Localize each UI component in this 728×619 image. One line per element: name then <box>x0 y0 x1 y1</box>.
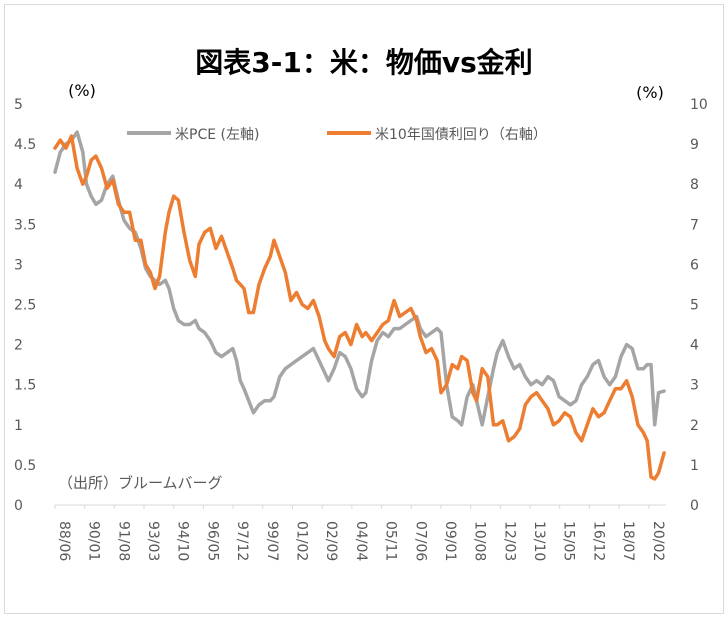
y-right-tick-label: 0 <box>690 498 699 514</box>
y-left-tick-label: 5 <box>14 97 23 113</box>
y-right-tick-label: 9 <box>690 137 699 153</box>
x-tick-label: 94/10 <box>175 521 191 561</box>
y-left-tick-label: 4.5 <box>14 137 36 153</box>
y-right-tick-label: 3 <box>690 378 699 394</box>
y-left-tick-label: 4 <box>14 177 23 193</box>
chart-frame <box>4 4 724 614</box>
y-right-tick-label: 8 <box>690 177 699 193</box>
y-right-tick-label: 5 <box>690 298 699 314</box>
x-tick-label: 93/03 <box>145 521 161 561</box>
x-tick-label: 07/06 <box>412 521 428 561</box>
y-right-tick-label: 10 <box>690 97 708 113</box>
x-tick-label: 97/12 <box>234 521 250 561</box>
x-tick-label: 02/09 <box>323 521 339 561</box>
source-note: （出所）ブルームバーグ <box>58 474 223 492</box>
legend: 米PCE (左軸) 米10年国債利回り（右軸） <box>127 127 547 143</box>
chart-title: 図表3-1：米：物価vs金利 <box>195 46 533 79</box>
x-tick-label: 12/03 <box>501 521 517 561</box>
x-tick-label: 90/01 <box>86 521 102 561</box>
x-tick-label: 01/02 <box>293 521 309 561</box>
y-left-tick-label: 0 <box>14 498 23 514</box>
y-left-tick-label: 3 <box>14 257 23 273</box>
y-right-tick-label: 1 <box>690 458 699 474</box>
y-left-tick-label: 0.5 <box>14 458 36 474</box>
y-left-tick-label: 1 <box>14 418 23 434</box>
x-tick-label: 05/11 <box>383 521 399 561</box>
y-right-tick-label: 4 <box>690 338 699 354</box>
x-tick-label: 09/01 <box>442 521 458 561</box>
x-tick-label: 13/10 <box>531 521 547 561</box>
legend-label-yield: 米10年国債利回り（右軸） <box>375 127 547 143</box>
x-tick-label: 04/04 <box>353 521 369 561</box>
x-tick-label: 18/07 <box>620 521 636 561</box>
y-right-tick-label: 6 <box>690 257 699 273</box>
x-tick-label: 10/08 <box>472 521 488 561</box>
left-unit-label: (%) <box>68 81 96 100</box>
y-left-tick-label: 1.5 <box>14 378 36 394</box>
y-left-tick-label: 2 <box>14 338 23 354</box>
x-tick-label: 99/07 <box>264 521 280 561</box>
y-left-tick-label: 3.5 <box>14 217 36 233</box>
y-left-tick-label: 2.5 <box>14 298 36 314</box>
legend-label-pce: 米PCE (左軸) <box>175 127 259 143</box>
x-tick-label: 16/12 <box>590 521 606 561</box>
x-tick-label: 91/08 <box>115 521 131 561</box>
x-tick-label: 88/06 <box>56 521 72 561</box>
x-tick-label: 15/05 <box>561 521 577 561</box>
series-line-yield <box>53 134 666 481</box>
series-line-pce <box>53 130 666 427</box>
right-unit-label: (%) <box>636 83 664 102</box>
x-tick-label: 20/02 <box>650 521 666 561</box>
y-right-tick-label: 2 <box>690 418 699 434</box>
y-right-tick-label: 7 <box>690 217 699 233</box>
x-tick-label: 96/05 <box>204 521 220 561</box>
